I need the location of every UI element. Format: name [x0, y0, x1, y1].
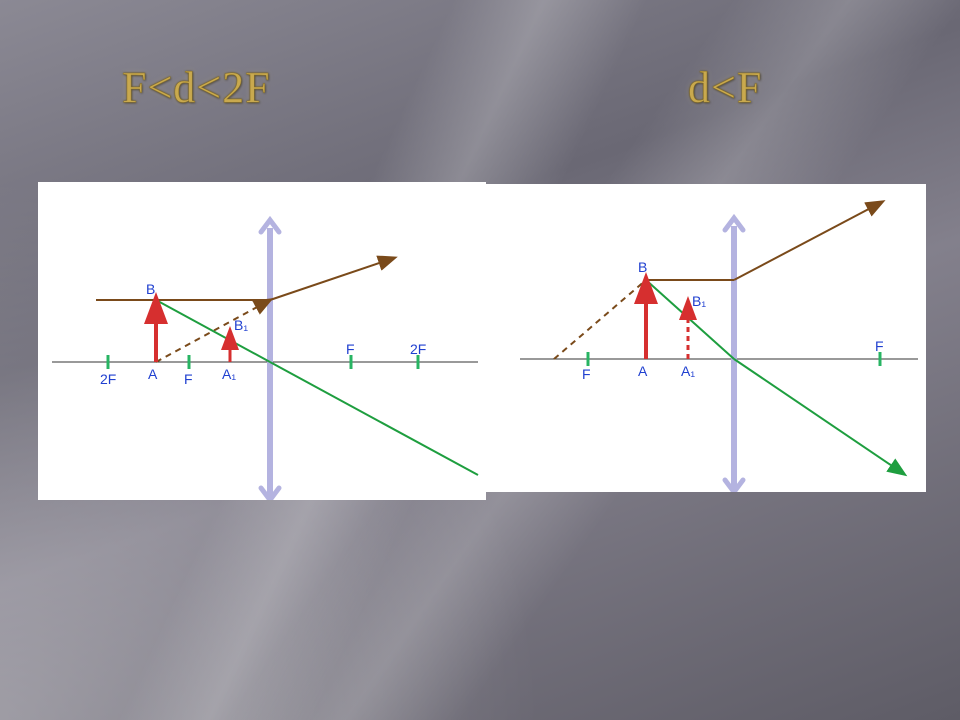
- ray-parallel: [96, 258, 394, 300]
- label-2F-right: 2F: [410, 341, 426, 357]
- diagram-right: F F A B A₁ B₁: [486, 184, 926, 492]
- label-B1: B₁: [692, 293, 706, 309]
- label-A1: A₁: [681, 363, 695, 379]
- label-F-left: F: [582, 366, 591, 382]
- ray-parallel: [646, 202, 882, 280]
- label-B1: B₁: [234, 317, 248, 333]
- label-F-left: F: [184, 371, 193, 387]
- label-B: B: [146, 281, 155, 297]
- label-2F-left: 2F: [100, 371, 116, 387]
- title-left: F<d<2F: [122, 62, 271, 113]
- ray-back-dashed: [554, 280, 646, 359]
- diagram-left: 2F F F 2F A B A₁ B₁: [38, 182, 486, 500]
- lens-icon: [725, 218, 743, 492]
- label-B: B: [638, 259, 647, 275]
- lens-icon: [261, 220, 279, 500]
- slide: { "titles": { "left": "F<d<2F", "right":…: [0, 0, 960, 720]
- title-right: d<F: [688, 62, 762, 113]
- label-A: A: [148, 366, 158, 382]
- label-A1: A₁: [222, 366, 236, 382]
- label-A: A: [638, 363, 648, 379]
- ray-refracted: [156, 300, 478, 475]
- label-F-right: F: [875, 338, 884, 354]
- label-F-right: F: [346, 341, 355, 357]
